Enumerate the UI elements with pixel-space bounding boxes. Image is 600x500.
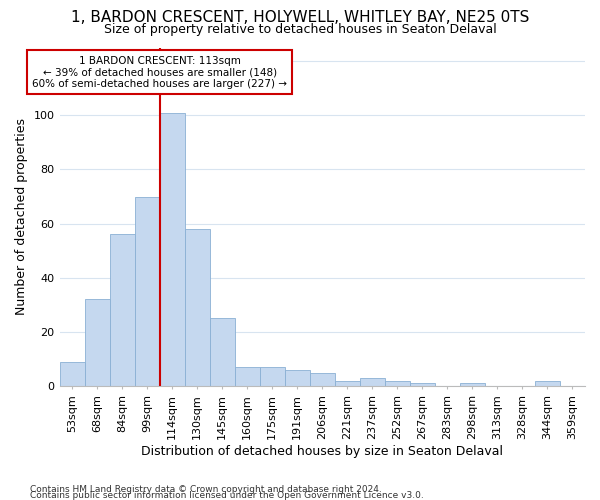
Text: Contains HM Land Registry data © Crown copyright and database right 2024.: Contains HM Land Registry data © Crown c…: [30, 484, 382, 494]
Bar: [460, 384, 485, 386]
Bar: [360, 378, 385, 386]
Text: Size of property relative to detached houses in Seaton Delaval: Size of property relative to detached ho…: [104, 22, 496, 36]
Text: 1 BARDON CRESCENT: 113sqm
← 39% of detached houses are smaller (148)
60% of semi: 1 BARDON CRESCENT: 113sqm ← 39% of detac…: [32, 56, 287, 89]
Y-axis label: Number of detached properties: Number of detached properties: [15, 118, 28, 316]
Bar: [209, 318, 235, 386]
Bar: [160, 112, 185, 386]
Bar: [335, 381, 360, 386]
Bar: [310, 372, 335, 386]
Bar: [385, 381, 410, 386]
Bar: [110, 234, 134, 386]
Bar: [134, 196, 160, 386]
X-axis label: Distribution of detached houses by size in Seaton Delaval: Distribution of detached houses by size …: [141, 444, 503, 458]
Bar: [535, 381, 560, 386]
Bar: [260, 367, 285, 386]
Bar: [85, 300, 110, 386]
Bar: [185, 229, 209, 386]
Bar: [285, 370, 310, 386]
Text: Contains public sector information licensed under the Open Government Licence v3: Contains public sector information licen…: [30, 490, 424, 500]
Bar: [59, 362, 85, 386]
Text: 1, BARDON CRESCENT, HOLYWELL, WHITLEY BAY, NE25 0TS: 1, BARDON CRESCENT, HOLYWELL, WHITLEY BA…: [71, 10, 529, 25]
Bar: [410, 384, 435, 386]
Bar: [235, 367, 260, 386]
